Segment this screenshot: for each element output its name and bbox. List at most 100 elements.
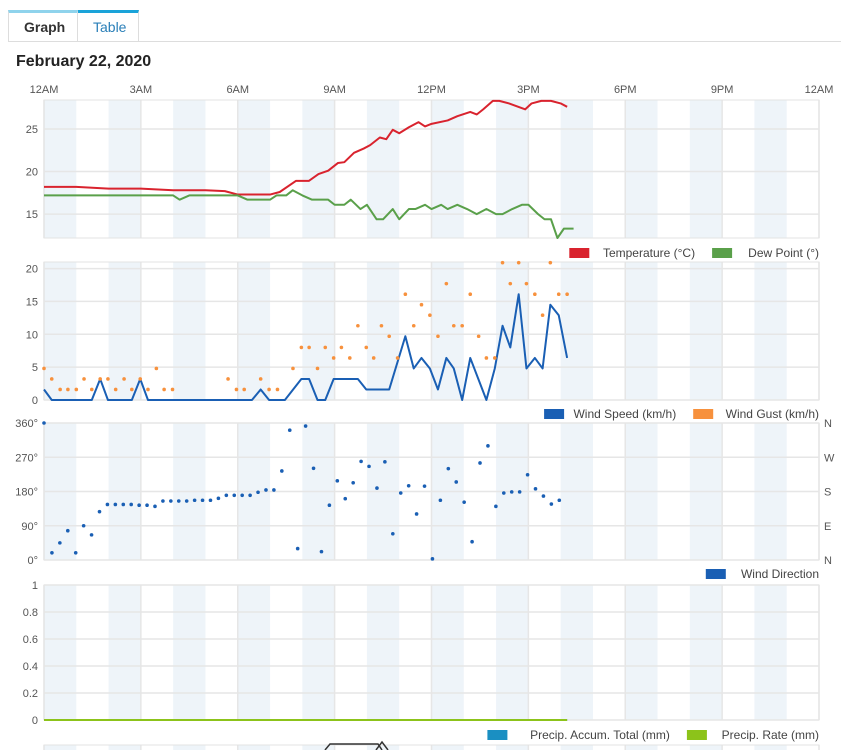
wind-direction-panel: 0° N 90° E 180° S 270° W 360° N Wind Direction: [15, 418, 835, 581]
time-label: 12AM: [805, 84, 834, 96]
data-point: [484, 356, 489, 360]
series-line: [44, 189, 574, 239]
y-tick-label: 20: [26, 167, 38, 179]
data-point: [500, 260, 505, 265]
hour-band: [754, 585, 787, 720]
hour-band: [689, 745, 723, 750]
data-point: [226, 377, 230, 381]
time-label: 6PM: [614, 84, 637, 96]
data-point: [97, 509, 102, 514]
data-point: [121, 502, 126, 507]
data-point: [395, 356, 400, 360]
legend-label: Wind Speed (km/h): [573, 407, 676, 421]
data-point: [540, 313, 545, 318]
y-tick-label: 1: [32, 580, 38, 592]
time-label: 9PM: [711, 84, 734, 96]
hour-band: [689, 100, 723, 238]
plot-border: [43, 99, 820, 239]
tab-table[interactable]: Table: [78, 10, 139, 41]
hour-band: [173, 745, 206, 750]
y-tick-label: 10: [26, 329, 38, 341]
time-label: 6AM: [226, 84, 249, 96]
data-point: [533, 292, 537, 297]
hour-band: [44, 585, 77, 720]
hour-band: [44, 100, 77, 238]
hour-band: [108, 100, 141, 238]
data-point: [502, 491, 506, 495]
data-point: [58, 387, 62, 392]
hour-band: [173, 585, 206, 720]
hour-band: [108, 585, 141, 720]
legend-swatch: [544, 409, 565, 419]
time-label: 9AM: [323, 84, 346, 96]
data-point: [454, 480, 459, 484]
data-point: [307, 345, 311, 350]
data-point: [367, 464, 371, 469]
data-point: [154, 366, 159, 371]
legend-label: Precip. Accum. Total (mm): [530, 728, 670, 742]
y-tick-label: 180°: [15, 487, 38, 499]
hour-band: [496, 100, 529, 238]
y-tick-label: 25: [26, 124, 38, 136]
data-point: [359, 459, 363, 464]
data-point: [299, 345, 304, 350]
partial-shape: [324, 743, 383, 750]
time-label: 3AM: [130, 84, 153, 96]
data-point: [375, 486, 379, 490]
data-point: [176, 499, 181, 503]
hour-band: [366, 262, 400, 400]
legend-label: Precip. Rate (mm): [722, 728, 819, 742]
hour-band: [302, 745, 335, 750]
view-tabs: Graph Table: [8, 10, 139, 41]
data-point: [533, 487, 538, 491]
y-tick-label: 90°: [21, 521, 38, 533]
data-point: [82, 377, 86, 381]
series-line: [44, 99, 568, 196]
data-point: [295, 546, 300, 551]
hour-band: [237, 745, 271, 750]
y-tick-label: 15: [26, 209, 38, 221]
data-point: [379, 323, 384, 328]
data-point: [476, 334, 481, 339]
data-point: [383, 460, 387, 464]
data-point: [351, 480, 355, 485]
data-point: [66, 387, 70, 392]
data-point: [89, 387, 94, 392]
hour-band: [173, 262, 206, 400]
hour-band: [496, 745, 529, 750]
data-point: [428, 313, 432, 318]
hour-band: [366, 585, 400, 720]
data-point: [130, 387, 134, 392]
legend-swatch: [569, 248, 590, 258]
time-label: 3PM: [517, 84, 540, 96]
data-point: [138, 377, 143, 381]
data-point: [315, 366, 320, 371]
hour-band: [302, 262, 335, 400]
data-point: [422, 484, 427, 488]
data-point: [275, 387, 280, 392]
data-point: [343, 496, 348, 501]
data-point: [348, 356, 352, 360]
data-point: [414, 512, 419, 516]
data-point: [146, 387, 150, 392]
data-point: [137, 503, 141, 508]
hour-band: [237, 262, 271, 400]
hour-band: [237, 585, 271, 720]
data-point: [387, 334, 391, 339]
legend-label: Wind Direction: [741, 567, 819, 581]
hour-band: [560, 585, 593, 720]
data-point: [364, 345, 369, 350]
hour-band: [44, 745, 77, 750]
data-point: [323, 345, 328, 350]
precip-panel: 0 0.2 0.4 0.6 0.8 1 Precip. Rate (mm) Precip. A…: [23, 580, 820, 742]
hour-band: [366, 745, 400, 750]
y-tick-label: 5: [32, 362, 38, 374]
data-point: [356, 323, 360, 328]
compass-label: W: [824, 452, 835, 464]
y-tick-label: 360°: [15, 418, 38, 430]
hour-band: [754, 262, 787, 400]
data-point: [234, 387, 239, 392]
hour-band: [366, 100, 400, 238]
tab-graph[interactable]: Graph: [8, 10, 78, 41]
